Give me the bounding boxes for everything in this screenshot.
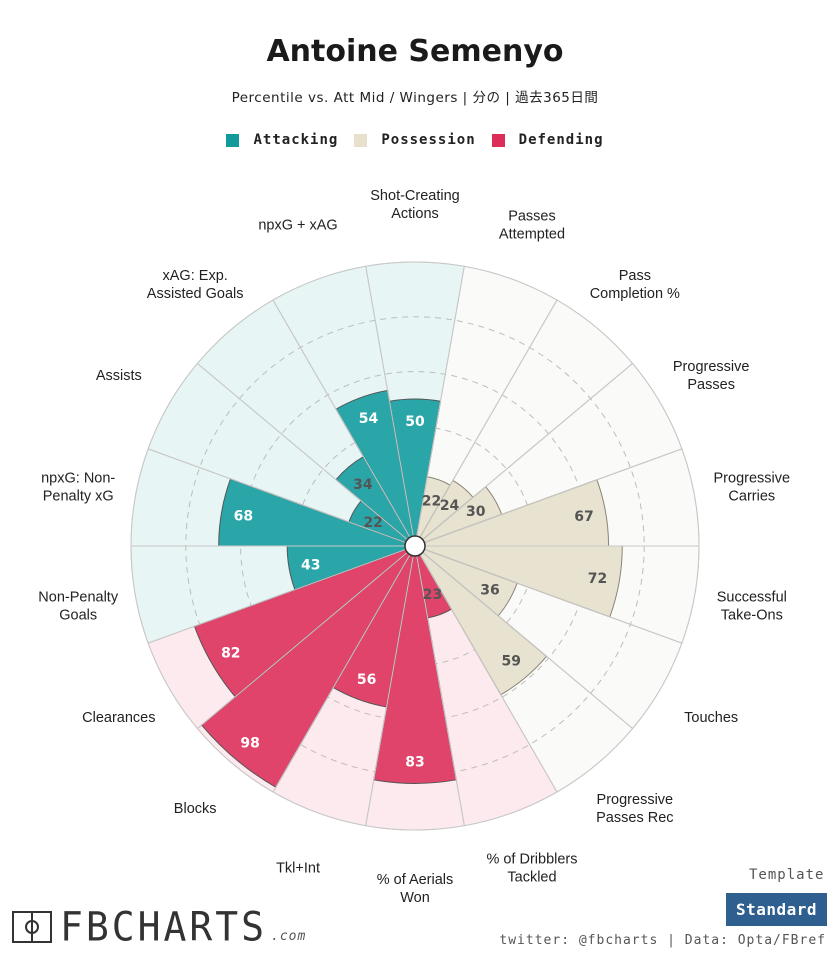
category-label: Tkl+Int — [276, 860, 320, 876]
category-label: Non-Penalty Goals — [38, 589, 119, 623]
value-label: 59 — [501, 654, 520, 670]
spoke — [424, 448, 683, 544]
spoke — [197, 363, 408, 540]
value-label: 67 — [574, 509, 593, 525]
value-label: 36 — [480, 582, 499, 598]
legend-label-attacking: Attacking — [253, 132, 339, 148]
category-label: Progressive Carries — [714, 471, 791, 505]
value-label: 34 — [353, 477, 373, 493]
value-label: 72 — [588, 571, 607, 587]
spoke — [147, 548, 406, 644]
value-label: 22 — [422, 494, 441, 510]
category-label: Pass Completion % — [590, 268, 680, 302]
category-label: npxG + xAG — [258, 218, 337, 234]
value-label: 83 — [405, 754, 424, 770]
category-label: xAG: Exp. Assisted Goals — [147, 268, 244, 302]
category-label: Touches — [684, 710, 738, 726]
spoke — [419, 299, 558, 538]
category-label: Successful Take-Ons — [717, 589, 787, 623]
category-label: % of Aerials Won — [377, 872, 454, 906]
value-label: 82 — [221, 645, 240, 661]
logo-suffix: .com — [271, 929, 307, 944]
legend-label-defending: Defending — [518, 132, 604, 148]
value-label: 56 — [357, 672, 376, 688]
legend-item-attacking: Attacking — [226, 132, 338, 148]
center-hole — [404, 535, 426, 557]
legend-swatch-attacking — [226, 133, 240, 147]
category-label: Progressive Passes Rec — [596, 792, 673, 826]
category-label: Clearances — [82, 710, 155, 726]
spoke — [419, 554, 558, 793]
category-label: Assists — [96, 368, 142, 384]
category-label: % of Dribblers Tackled — [486, 851, 577, 885]
category-label: Shot-Creating Actions — [370, 188, 459, 222]
spoke — [422, 552, 633, 729]
page-title: Antoine Semenyo — [266, 34, 564, 69]
spoke — [416, 266, 465, 537]
value-label: 23 — [423, 587, 442, 603]
value-label: 50 — [405, 414, 425, 430]
spoke — [197, 552, 408, 729]
spoke — [272, 299, 411, 538]
legend-swatch-possession — [354, 133, 368, 147]
value-label: 98 — [240, 736, 259, 752]
value-label: 22 — [363, 515, 382, 531]
value-label: 68 — [234, 509, 253, 525]
logo-text: FBCHARTS — [60, 903, 268, 951]
value-label: 54 — [359, 411, 379, 427]
pitch-icon — [12, 911, 52, 943]
logo: FBCHARTS .com — [12, 903, 307, 951]
legend: Attacking Possession Defending — [0, 132, 830, 148]
category-label: Progressive Passes — [673, 359, 750, 393]
legend-label-possession: Possession — [381, 132, 476, 148]
page-subtitle: Percentile vs. Att Mid / Wingers | 分の | … — [231, 90, 599, 106]
spoke — [422, 363, 633, 540]
legend-swatch-defending — [491, 133, 505, 147]
value-label: 30 — [466, 504, 486, 520]
template-badge: Standard — [726, 893, 827, 926]
credit-text: twitter: @fbcharts | Data: Opta/FBref — [499, 933, 826, 948]
template-label: Template — [749, 867, 825, 883]
spoke — [424, 548, 683, 644]
value-label: 24 — [440, 498, 460, 514]
legend-item-possession: Possession — [354, 132, 475, 148]
legend-item-defending: Defending — [491, 132, 604, 148]
spoke — [365, 555, 414, 826]
category-label: Passes Attempted — [499, 209, 565, 243]
spoke — [272, 554, 411, 793]
spoke — [147, 448, 406, 544]
spoke — [416, 555, 465, 826]
category-label: npxG: Non-Penalty xG — [41, 471, 115, 505]
category-label: Blocks — [174, 801, 217, 817]
spoke — [365, 266, 414, 537]
value-label: 43 — [301, 557, 320, 573]
